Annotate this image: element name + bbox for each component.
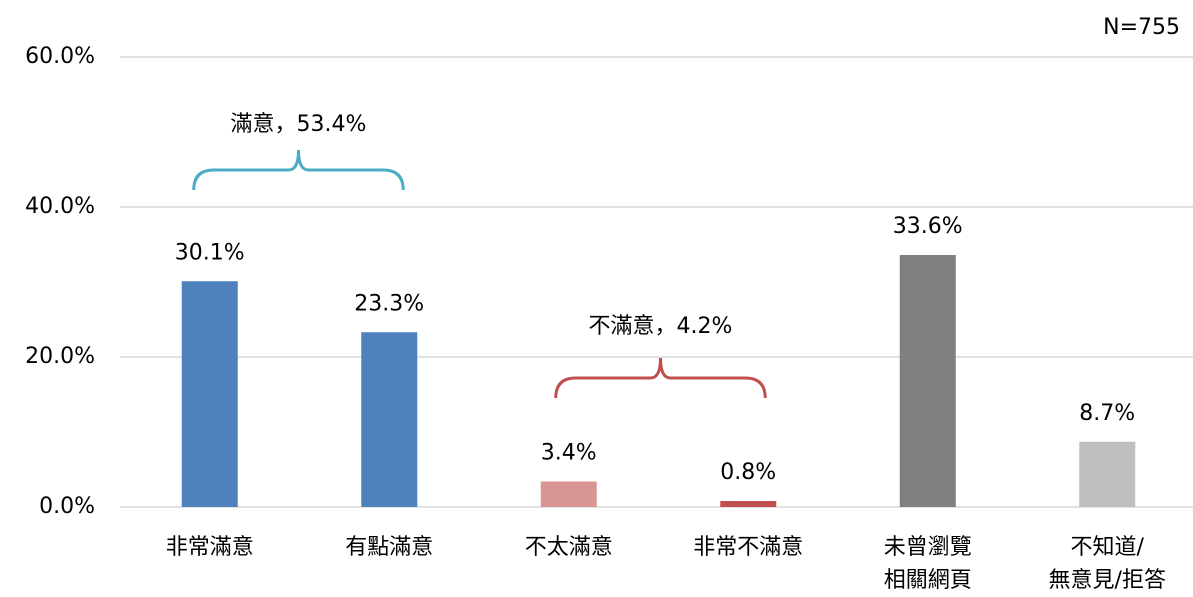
x-tick-label: 不太滿意 [525, 535, 613, 560]
bar [181, 281, 238, 507]
value-label: 8.7% [1079, 401, 1135, 426]
bar [540, 481, 597, 507]
x-tick-label: 未曾瀏覽 [884, 535, 972, 560]
bracket [554, 357, 767, 399]
annotation: 滿意，53.4% [231, 112, 367, 137]
bracket [192, 149, 405, 191]
value-label: 33.6% [893, 214, 963, 239]
bar [361, 332, 418, 507]
x-tick-label: 不知道/ [1071, 535, 1145, 560]
value-label: 23.3% [354, 291, 424, 316]
y-tick-label: 60.0% [25, 44, 95, 69]
annotation: 不滿意，4.2% [589, 314, 733, 339]
x-tick-label: 相關網頁 [884, 568, 972, 593]
y-tick-label: 0.0% [39, 494, 95, 519]
x-tick-label: 非常不滿意 [693, 535, 803, 560]
x-tick-label: 非常滿意 [166, 535, 254, 560]
x-tick-label: 無意見/拒答 [1049, 568, 1166, 593]
y-tick-label: 40.0% [25, 194, 95, 219]
sample-size: N=755 [1103, 15, 1180, 40]
bar [1079, 441, 1136, 507]
x-tick-label: 有點滿意 [345, 535, 433, 560]
bar [720, 501, 777, 507]
bar [899, 255, 956, 507]
value-label: 0.8% [720, 460, 776, 485]
value-label: 3.4% [541, 441, 597, 466]
y-tick-label: 20.0% [25, 344, 95, 369]
value-label: 30.1% [175, 240, 245, 265]
